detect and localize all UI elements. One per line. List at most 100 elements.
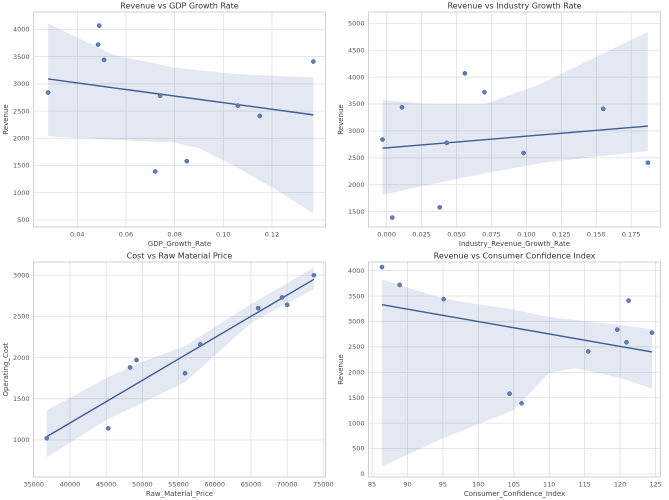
data-point bbox=[197, 342, 203, 347]
data-point bbox=[396, 282, 402, 288]
x-axis-label: Raw_Material_Price bbox=[146, 490, 213, 498]
chart-title: Revenue vs GDP Growth Rate bbox=[120, 2, 238, 11]
x-axis-label: Consumer_Confidence_Index bbox=[463, 490, 564, 498]
y-tick-label: 1500 bbox=[347, 394, 364, 402]
y-tick-label: 3000 bbox=[347, 127, 364, 135]
plot-border bbox=[33, 11, 326, 228]
x-tick-label: 0.050 bbox=[447, 231, 466, 239]
plot-border bbox=[367, 11, 661, 228]
data-point bbox=[389, 215, 395, 220]
y-tick-label: 2500 bbox=[13, 107, 30, 115]
y-tick-label: 0 bbox=[360, 470, 364, 478]
data-point bbox=[311, 272, 317, 278]
y-tick-label: 1000 bbox=[13, 189, 30, 197]
x-tick-label: 100 bbox=[472, 481, 484, 489]
data-point bbox=[518, 400, 524, 406]
data-point bbox=[95, 42, 101, 48]
x-tick-label: 85 bbox=[367, 481, 375, 489]
data-point bbox=[585, 349, 591, 354]
x-tick-label: 0.04 bbox=[70, 231, 84, 239]
chart-svg: 85 90 95 100 105 110 115 120 125 0 500 1000 1500 2000… bbox=[337, 252, 662, 499]
confidence-band bbox=[48, 23, 314, 214]
data-point bbox=[625, 298, 631, 303]
y-tick-label: 2500 bbox=[13, 313, 30, 321]
y-tick-label: 3500 bbox=[13, 53, 30, 61]
y-tick-label: 5000 bbox=[347, 20, 364, 28]
y-tick-label: 1000 bbox=[347, 419, 364, 427]
data-point bbox=[600, 106, 606, 112]
x-tick-label: 0.175 bbox=[621, 231, 640, 239]
data-point bbox=[614, 327, 620, 332]
y-tick-label: 4500 bbox=[347, 46, 364, 54]
data-point bbox=[279, 295, 285, 300]
y-tick-label: 4000 bbox=[13, 26, 30, 34]
x-tick-label: 105 bbox=[507, 481, 519, 489]
x-tick-label: 0.000 bbox=[377, 231, 396, 239]
x-tick-label: 65000 bbox=[241, 481, 262, 489]
x-tick-label: 50000 bbox=[132, 481, 153, 489]
x-tick-label: 0.06 bbox=[119, 231, 133, 239]
x-tick-label: 0.025 bbox=[412, 231, 431, 239]
y-tick-label: 2500 bbox=[347, 154, 364, 162]
confidence-band bbox=[381, 279, 652, 467]
data-point bbox=[399, 104, 404, 110]
regression-line bbox=[46, 278, 315, 438]
data-point bbox=[379, 264, 384, 270]
data-point bbox=[481, 89, 487, 95]
data-point bbox=[127, 365, 133, 370]
data-point bbox=[462, 71, 467, 76]
y-tick-label: 1500 bbox=[13, 395, 30, 403]
y-axis-label: Revenue bbox=[2, 104, 10, 135]
x-tick-label: 120 bbox=[613, 481, 625, 489]
x-tick-label: 0.10 bbox=[216, 231, 230, 239]
y-tick-label: 4000 bbox=[347, 267, 364, 275]
data-point bbox=[379, 137, 385, 142]
x-tick-label: 115 bbox=[578, 481, 590, 489]
y-tick-label: 2500 bbox=[347, 343, 364, 351]
chart-revenue-vs-consumer-confidence-index: 85 90 95 100 105 110 115 120 125 0 500 1000 1500 2000… bbox=[335, 250, 669, 500]
y-tick-label: 2000 bbox=[13, 354, 30, 362]
regression-line bbox=[381, 304, 652, 353]
x-tick-label: 0.08 bbox=[167, 231, 181, 239]
data-point bbox=[257, 113, 263, 119]
x-tick-label: 110 bbox=[543, 481, 555, 489]
chart-revenue-vs-gdp-growth-rate: 0.04 0.06 0.08 0.10 0.12 500 1000 1500 2000 2500 3… bbox=[0, 0, 335, 250]
x-tick-label: 75000 bbox=[313, 481, 334, 489]
data-point bbox=[284, 302, 290, 308]
x-tick-label: 55000 bbox=[168, 481, 189, 489]
data-point bbox=[101, 57, 107, 63]
chart-title: Revenue vs Consumer Confidence Index bbox=[433, 252, 595, 261]
plot-border bbox=[367, 261, 661, 478]
data-point bbox=[184, 158, 190, 164]
x-tick-label: 35000 bbox=[23, 481, 44, 489]
data-point bbox=[520, 150, 526, 156]
confidence-band bbox=[381, 31, 648, 195]
data-point bbox=[44, 435, 50, 441]
data-point bbox=[157, 93, 163, 99]
x-tick-label: 0.12 bbox=[265, 231, 279, 239]
data-point bbox=[45, 90, 51, 95]
data-point bbox=[440, 296, 446, 302]
x-tick-label: 90 bbox=[403, 481, 411, 489]
regression-line bbox=[48, 78, 314, 116]
plot-area bbox=[368, 262, 660, 477]
y-tick-label: 500 bbox=[352, 445, 364, 453]
data-point bbox=[436, 205, 442, 210]
plot-area bbox=[368, 12, 660, 227]
x-tick-label: 0.100 bbox=[517, 231, 536, 239]
x-tick-label: 45000 bbox=[96, 481, 117, 489]
chart-revenue-vs-industry-growth-rate: 0.000 0.025 0.050 0.075 0.100 0.125 0.150 0.175… bbox=[335, 0, 669, 250]
confidence-band bbox=[46, 267, 314, 458]
y-axis-label: Operating_Cost bbox=[2, 342, 10, 396]
data-point bbox=[152, 169, 158, 174]
plot-border bbox=[33, 261, 326, 478]
data-point bbox=[105, 426, 111, 431]
plot-area bbox=[33, 12, 326, 227]
y-tick-label: 3500 bbox=[347, 100, 364, 108]
data-point bbox=[182, 370, 188, 376]
x-tick-label: 70000 bbox=[277, 481, 298, 489]
y-tick-label: 1500 bbox=[347, 208, 364, 216]
plot-area bbox=[33, 262, 326, 477]
y-tick-label: 2000 bbox=[347, 368, 364, 376]
x-tick-label: 95 bbox=[438, 481, 446, 489]
